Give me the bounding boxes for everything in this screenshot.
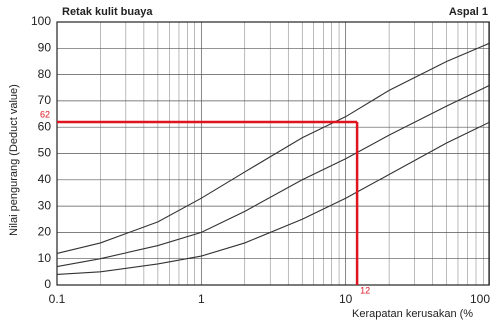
reference-x-label: 12 <box>360 285 370 295</box>
chart-subtitle: Aspal 1 <box>449 6 488 18</box>
x-tick-label: 0.1 <box>49 292 66 306</box>
y-tick-label: 50 <box>38 146 52 160</box>
plot-frame <box>56 21 490 286</box>
y-tick-label: 0 <box>44 277 51 291</box>
y-axis-label: Nilai pengurang (Deduct value) <box>8 84 20 236</box>
x-tick-label: 100 <box>470 292 490 306</box>
y-tick-label: 80 <box>38 67 52 81</box>
x-tick-label: 1 <box>198 292 205 306</box>
y-tick-label: 10 <box>38 251 52 265</box>
y-tick-label: 30 <box>38 198 52 212</box>
y-tick-label: 70 <box>38 93 52 107</box>
reference-y-label: 62 <box>40 109 50 119</box>
curve <box>56 84 490 268</box>
y-tick-label: 60 <box>38 119 52 133</box>
y-tick-label: 90 <box>38 40 52 54</box>
chart-title: Retak kulit buaya <box>62 6 153 18</box>
y-tick-label: 40 <box>38 172 52 186</box>
y-tick-label: 20 <box>38 225 52 239</box>
y-tick-label: 100 <box>31 14 51 28</box>
x-axis-label: Kerapatan kerusakan (% <box>352 308 473 320</box>
curve <box>56 42 490 254</box>
curve <box>56 121 490 276</box>
x-tick-label: 10 <box>339 292 353 306</box>
